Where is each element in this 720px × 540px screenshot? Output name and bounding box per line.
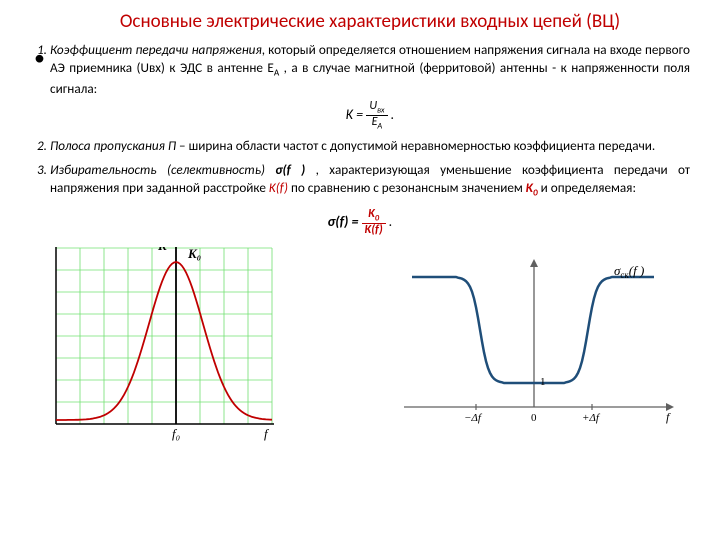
item2-lead: Полоса пропускания П	[50, 137, 176, 154]
formula2-sigma: σ(f) =	[328, 213, 362, 230]
bullet-dot: •	[34, 44, 45, 71]
f1-num-sub: вх	[377, 105, 385, 115]
svg-text:K: K	[157, 247, 168, 253]
svg-text:σск(f ): σск(f )	[614, 263, 644, 280]
item2-rest: – ширина области частот с допустимой нер…	[176, 137, 655, 154]
f1-num: U	[369, 99, 377, 113]
f2-num-sub: 0	[375, 213, 379, 223]
svg-text:+Δf: +Δf	[582, 412, 601, 424]
formula1-dot: .	[388, 106, 395, 123]
chart-resonance: K K₀ f₀ f	[44, 247, 284, 442]
f2-den: K(f)	[365, 223, 383, 237]
svg-text:f: f	[666, 410, 671, 424]
list-item-3: Избирательность (селективность) σ(f ) , …	[50, 161, 690, 200]
formula-2: σ(f) = K0K(f) .	[0, 208, 720, 237]
item3-lead: Избирательность (селективность)	[50, 161, 275, 178]
chart-selectivity: σск(f ) 1 −Δf 0 +Δf f	[394, 247, 684, 442]
formula2-dot: .	[386, 213, 393, 230]
list-item-2: Полоса пропускания П – ширина области ча…	[50, 137, 690, 155]
page-title: Основные электрические характеристики вх…	[0, 0, 720, 41]
list-item-1: Коэффициент передачи напряжения, который…	[50, 41, 690, 131]
svg-text:−Δf: −Δf	[464, 412, 483, 424]
item1-lead: Коэффициент передачи напряжения	[50, 41, 262, 58]
svg-text:1: 1	[540, 376, 546, 388]
item3-k0: K	[526, 179, 533, 196]
item3-tail: и определяемая:	[538, 179, 636, 196]
svg-text:f: f	[264, 426, 270, 441]
item3-mid2: по сравнению с резонансным значением	[288, 179, 526, 196]
formula2-frac: K0K(f)	[362, 208, 386, 237]
item3-kf: K(f)	[269, 179, 288, 196]
f1-den-sub: А	[377, 121, 382, 131]
svg-text:0: 0	[531, 412, 537, 424]
svg-text:f₀: f₀	[172, 426, 180, 441]
formula1-k: K =	[346, 106, 367, 123]
item3-sigma: σ(f )	[275, 161, 305, 178]
svg-text:K₀: K₀	[187, 247, 201, 261]
formula1-frac: UвхEА	[366, 100, 387, 131]
formula-1: K = UвхEА .	[50, 100, 690, 131]
